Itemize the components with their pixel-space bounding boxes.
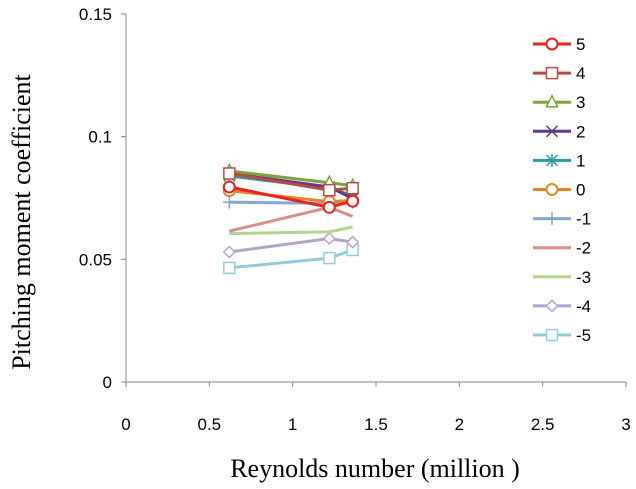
legend-marker [545, 125, 559, 138]
legend-marker [545, 328, 559, 342]
legend-marker [545, 299, 559, 313]
legend-label: -3 [576, 268, 591, 287]
legend-label: 3 [576, 93, 585, 112]
data-point [323, 251, 336, 265]
legend-marker [545, 94, 559, 108]
data-point [346, 181, 359, 195]
legend-item: 2 [533, 122, 585, 141]
series--3 [229, 225, 353, 236]
plot-area: 0 0.05 0.1 0.15 0 0.5 1 1.5 2 2.5 3 [79, 5, 631, 434]
x-ticks: 0 0.5 1 1.5 2 2.5 3 [121, 382, 631, 434]
legend-label: -2 [576, 239, 591, 258]
data-point [323, 183, 336, 197]
y-tick-label: 0.05 [79, 250, 112, 269]
legend-item: -5 [533, 326, 591, 345]
data-point [222, 195, 236, 209]
x-tick-label: 2 [455, 415, 464, 434]
legend-item: -3 [533, 268, 591, 287]
legend-item: 0 [533, 181, 585, 200]
y-tick-label: 0.1 [88, 128, 112, 147]
legend-marker [545, 153, 559, 167]
legend-marker [545, 183, 559, 196]
data-point [346, 194, 360, 208]
legend-item: 3 [533, 93, 585, 112]
legend: 5 4 3 2 1 0 -1 -2 -3 -4 -5 [533, 35, 591, 345]
legend-label: 4 [576, 64, 585, 83]
x-tick-label: 0 [121, 415, 130, 434]
y-tick-label: 0 [103, 373, 112, 392]
legend-label: 2 [576, 122, 585, 141]
x-axis-title: Reynolds number (million ) [230, 454, 520, 483]
x-tick-label: 0.5 [198, 415, 222, 434]
y-ticks: 0 0.05 0.1 0.15 [79, 5, 126, 392]
y-axis-title: Pitching moment coefficient [7, 73, 36, 369]
legend-label: -4 [576, 297, 591, 316]
legend-marker [545, 212, 559, 226]
data-point [222, 180, 236, 194]
legend-item: 4 [533, 64, 585, 83]
data-point [322, 200, 336, 214]
legend-label: -5 [576, 326, 591, 345]
x-tick-label: 2.5 [531, 415, 555, 434]
data-point [223, 261, 236, 275]
series--4 [222, 231, 360, 259]
legend-marker [545, 66, 559, 80]
x-tick-label: 1.5 [364, 415, 388, 434]
data-point [222, 245, 236, 259]
legend-label: -1 [576, 210, 591, 229]
legend-item: -4 [533, 297, 591, 316]
x-tick-label: 1 [288, 415, 297, 434]
data-point [346, 235, 360, 249]
legend-item: 1 [533, 151, 585, 170]
series-line [229, 236, 353, 254]
series-layer [222, 162, 360, 275]
series-5 [222, 180, 360, 214]
data-point [223, 167, 236, 180]
legend-marker [545, 37, 559, 51]
data-point [322, 231, 336, 246]
series-4 [223, 167, 359, 197]
series-line [229, 225, 353, 236]
legend-item: 5 [533, 35, 585, 54]
legend-item: -1 [533, 210, 591, 229]
legend-label: 0 [576, 181, 585, 200]
legend-item: -2 [533, 239, 591, 258]
y-tick-label: 0.15 [79, 5, 112, 24]
x-tick-label: 3 [621, 415, 630, 434]
legend-label: 1 [576, 151, 585, 170]
legend-label: 5 [576, 35, 585, 54]
